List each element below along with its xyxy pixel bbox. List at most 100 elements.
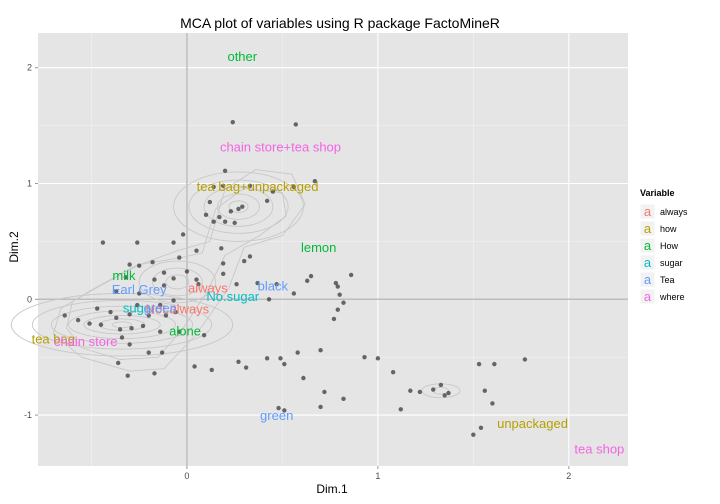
observation-point bbox=[129, 326, 134, 331]
observation-point bbox=[322, 389, 327, 395]
observation-point bbox=[228, 209, 234, 214]
category-label: Not.always bbox=[146, 302, 210, 317]
observation-point bbox=[150, 260, 155, 265]
density-contour bbox=[203, 186, 274, 227]
y-axis-title: Dim.2 bbox=[7, 231, 21, 263]
observation-point bbox=[478, 425, 484, 430]
observation-point bbox=[108, 309, 113, 315]
observation-point bbox=[476, 361, 482, 367]
density-contour bbox=[50, 305, 194, 344]
observation-point bbox=[136, 263, 142, 268]
density-contour bbox=[83, 315, 161, 335]
y-tick-label: 0 bbox=[27, 294, 32, 304]
legend-key-glyph: a bbox=[644, 255, 652, 270]
legend-key-glyph: a bbox=[644, 238, 652, 253]
observation-point bbox=[247, 183, 253, 189]
observation-point bbox=[140, 323, 146, 329]
observation-point bbox=[207, 199, 213, 205]
observation-point bbox=[232, 220, 237, 226]
observation-point bbox=[135, 302, 140, 308]
category-label: sugar bbox=[123, 300, 156, 315]
observation-point bbox=[127, 342, 132, 347]
legend-label: Tea bbox=[660, 275, 675, 285]
observation-point bbox=[62, 313, 67, 318]
observation-point bbox=[305, 278, 310, 283]
observation-point bbox=[127, 312, 132, 317]
observation-point bbox=[312, 178, 318, 184]
chart-title: MCA plot of variables using R package Fa… bbox=[180, 15, 500, 31]
plot-panel: 0 1 2 -1 0 1 2 other chain store+tea shop tea bag… bbox=[10, 33, 628, 481]
category-label: black bbox=[258, 278, 289, 293]
observation-point bbox=[318, 404, 323, 410]
observation-point bbox=[348, 272, 354, 278]
observation-point bbox=[146, 313, 151, 318]
observation-point bbox=[295, 350, 300, 355]
observation-point bbox=[222, 168, 228, 173]
legend-label: how bbox=[660, 224, 677, 234]
observation-point bbox=[335, 307, 340, 312]
observation-point bbox=[337, 292, 342, 297]
observation-points bbox=[62, 119, 528, 437]
density-contour bbox=[10, 293, 234, 357]
observation-point bbox=[161, 270, 167, 275]
density-contour bbox=[138, 260, 217, 304]
observation-point bbox=[522, 357, 528, 362]
observation-point bbox=[417, 389, 423, 395]
category-label: milk bbox=[112, 268, 136, 283]
observation-point bbox=[221, 271, 226, 277]
legend-label: always bbox=[660, 207, 688, 217]
observation-point bbox=[341, 300, 346, 305]
density-contour bbox=[112, 321, 133, 329]
observation-point bbox=[125, 373, 130, 378]
observation-point bbox=[282, 408, 287, 413]
category-label: unpackaged bbox=[497, 416, 568, 431]
observation-point bbox=[230, 119, 235, 125]
observation-point bbox=[291, 184, 297, 190]
observation-point bbox=[159, 350, 165, 355]
legend-label: sugar bbox=[660, 258, 683, 268]
observation-point bbox=[217, 214, 222, 220]
legend-key-glyph: a bbox=[644, 204, 652, 219]
observation-point bbox=[219, 246, 224, 251]
observation-point bbox=[192, 364, 197, 369]
observation-point bbox=[184, 269, 190, 274]
observation-point bbox=[274, 282, 279, 287]
observation-point bbox=[94, 306, 100, 311]
observation-point bbox=[438, 382, 444, 388]
density-contour bbox=[217, 193, 260, 220]
legend-key bbox=[639, 220, 656, 237]
observation-point bbox=[180, 232, 186, 237]
observation-point bbox=[490, 401, 495, 406]
observation-point bbox=[276, 405, 281, 411]
observation-point bbox=[341, 396, 346, 402]
observation-point bbox=[362, 354, 367, 360]
observation-point bbox=[333, 280, 339, 286]
x-tick-label: 0 bbox=[184, 471, 189, 481]
category-label: green bbox=[260, 408, 293, 423]
observation-point bbox=[266, 297, 272, 302]
density-contour bbox=[188, 179, 289, 234]
observation-point bbox=[482, 388, 487, 393]
density-contours bbox=[10, 169, 461, 399]
observation-point bbox=[492, 361, 497, 367]
observation-point bbox=[171, 276, 176, 281]
category-label: tea bag+unpackaged bbox=[197, 179, 319, 194]
observation-point bbox=[146, 350, 151, 355]
observation-point bbox=[201, 332, 207, 338]
observation-point bbox=[161, 283, 167, 288]
observation-point bbox=[255, 280, 260, 286]
observation-point bbox=[117, 327, 123, 332]
category-label: tea shop bbox=[574, 442, 624, 457]
density-contour bbox=[228, 200, 249, 213]
observation-point bbox=[234, 282, 239, 287]
category-label: chain store+tea shop bbox=[220, 139, 341, 154]
observation-point bbox=[194, 277, 199, 282]
observation-point bbox=[196, 282, 201, 287]
category-label: No.sugar bbox=[206, 289, 259, 304]
observation-point bbox=[247, 254, 253, 259]
observation-point bbox=[301, 375, 306, 381]
x-tick-label: 1 bbox=[375, 471, 380, 481]
observation-point bbox=[278, 356, 283, 361]
observation-point bbox=[221, 261, 226, 266]
observation-point bbox=[222, 219, 228, 224]
